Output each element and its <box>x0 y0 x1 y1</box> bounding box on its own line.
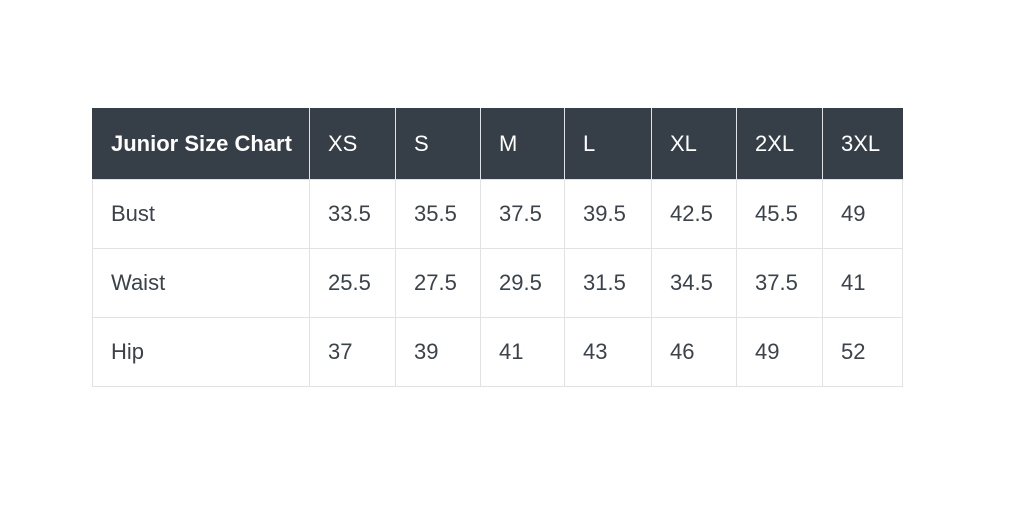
value-cell-waist-m: 29.5 <box>480 248 565 318</box>
value-cell-hip-2xl: 49 <box>736 317 823 387</box>
value-cell-hip-m: 41 <box>480 317 565 387</box>
row-label-bust: Bust <box>92 179 310 249</box>
value-cell-bust-2xl: 45.5 <box>736 179 823 249</box>
table-body: Bust 33.5 35.5 37.5 39.5 42.5 45.5 49 Wa… <box>92 179 903 387</box>
column-header-2xl: 2XL <box>736 108 823 180</box>
column-header-3xl: 3XL <box>822 108 903 180</box>
value-cell-waist-xs: 25.5 <box>309 248 396 318</box>
table-row-bust: Bust 33.5 35.5 37.5 39.5 42.5 45.5 49 <box>92 179 903 249</box>
value-cell-waist-3xl: 41 <box>822 248 903 318</box>
value-cell-waist-2xl: 37.5 <box>736 248 823 318</box>
table-row-hip: Hip 37 39 41 43 46 49 52 <box>92 317 903 387</box>
column-header-l: L <box>564 108 652 180</box>
value-cell-waist-s: 27.5 <box>395 248 481 318</box>
table-title: Junior Size Chart <box>92 108 310 180</box>
value-cell-bust-xl: 42.5 <box>651 179 737 249</box>
junior-size-chart-table: Junior Size Chart XS S M L XL 2XL 3XL Bu… <box>92 108 903 387</box>
value-cell-bust-l: 39.5 <box>564 179 652 249</box>
value-cell-bust-3xl: 49 <box>822 179 903 249</box>
row-label-waist: Waist <box>92 248 310 318</box>
value-cell-hip-xs: 37 <box>309 317 396 387</box>
value-cell-hip-s: 39 <box>395 317 481 387</box>
column-header-xs: XS <box>309 108 396 180</box>
value-cell-hip-l: 43 <box>564 317 652 387</box>
row-label-hip: Hip <box>92 317 310 387</box>
header-row: Junior Size Chart XS S M L XL 2XL 3XL <box>92 108 903 180</box>
table-row-waist: Waist 25.5 27.5 29.5 31.5 34.5 37.5 41 <box>92 248 903 318</box>
table-header: Junior Size Chart XS S M L XL 2XL 3XL <box>92 108 903 180</box>
column-header-xl: XL <box>651 108 737 180</box>
column-header-m: M <box>480 108 565 180</box>
value-cell-hip-3xl: 52 <box>822 317 903 387</box>
value-cell-bust-m: 37.5 <box>480 179 565 249</box>
value-cell-bust-xs: 33.5 <box>309 179 396 249</box>
value-cell-waist-xl: 34.5 <box>651 248 737 318</box>
value-cell-bust-s: 35.5 <box>395 179 481 249</box>
column-header-s: S <box>395 108 481 180</box>
value-cell-hip-xl: 46 <box>651 317 737 387</box>
value-cell-waist-l: 31.5 <box>564 248 652 318</box>
